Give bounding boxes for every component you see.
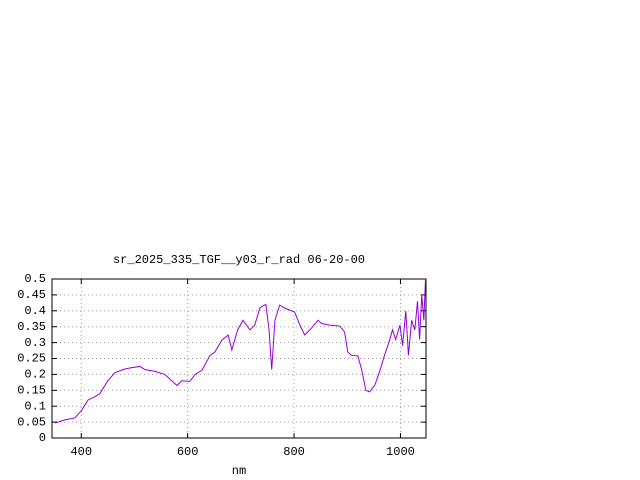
y-tick-label: 0.1 — [24, 399, 46, 413]
x-axis-label: nm — [232, 464, 246, 478]
y-tick-label: 0.15 — [17, 383, 46, 397]
y-tick-label: 0.45 — [17, 288, 46, 302]
y-tick-label: 0.4 — [24, 304, 46, 318]
y-tick-label: 0.05 — [17, 415, 46, 429]
x-tick-label: 1000 — [386, 445, 415, 459]
x-tick-label: 400 — [70, 445, 92, 459]
x-tick-label: 800 — [283, 445, 305, 459]
plot-border — [51, 278, 427, 439]
y-tick-label: 0.35 — [17, 320, 46, 334]
y-tick-label: 0.2 — [24, 368, 46, 382]
y-tick-label: 0.3 — [24, 336, 46, 350]
y-tick-label: 0.5 — [24, 272, 46, 286]
data-line — [55, 278, 426, 424]
y-tick-label: 0.25 — [17, 352, 46, 366]
chart-title: sr_2025_335_TGF__y03_r_rad 06-20-00 — [113, 253, 365, 267]
x-tick-label: 600 — [177, 445, 199, 459]
y-tick-label: 0 — [39, 431, 46, 445]
